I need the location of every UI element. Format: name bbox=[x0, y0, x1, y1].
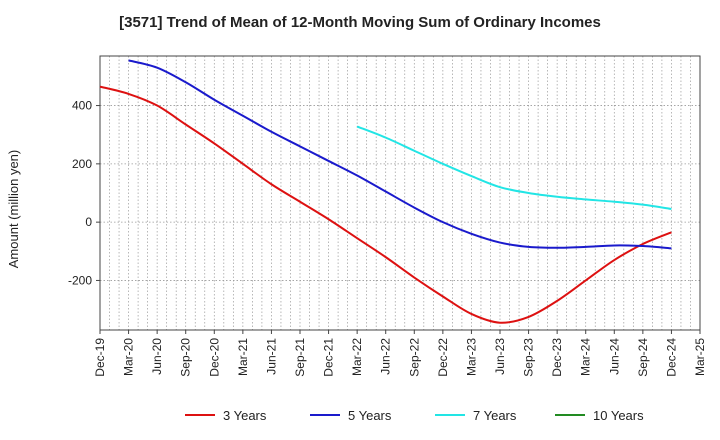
series-lines bbox=[99, 59, 672, 324]
x-tick-label: Sep-23 bbox=[522, 338, 536, 377]
x-tick-label: Dec-24 bbox=[664, 338, 678, 377]
x-tick-label: Mar-24 bbox=[579, 338, 593, 376]
x-tick-label: Mar-22 bbox=[350, 338, 364, 376]
x-tick-label: Mar-21 bbox=[236, 338, 250, 376]
series-line-7-years bbox=[356, 125, 672, 211]
x-tick-label: Sep-20 bbox=[179, 338, 193, 377]
x-tick-label: Jun-20 bbox=[150, 338, 164, 375]
plot-frame bbox=[99, 55, 701, 331]
y-tick-label: 200 bbox=[72, 157, 92, 171]
legend-label-5-years: 5 Years bbox=[348, 408, 392, 423]
x-tick-label: Mar-23 bbox=[464, 338, 478, 376]
series-line-5-years bbox=[128, 59, 672, 250]
x-tick-label: Sep-21 bbox=[293, 338, 307, 377]
y-tick-label: 400 bbox=[72, 99, 92, 113]
x-tick-label: Dec-23 bbox=[550, 338, 564, 377]
x-tick-label: Jun-23 bbox=[493, 338, 507, 375]
x-tick-label: Sep-22 bbox=[407, 338, 421, 377]
legend: 3 Years 5 Years 7 Years 10 Years bbox=[185, 408, 644, 423]
x-tick-label: Mar-20 bbox=[122, 338, 136, 376]
x-tick-label: Jun-24 bbox=[607, 338, 621, 375]
x-tick-label: Sep-24 bbox=[636, 338, 650, 377]
x-axis-ticks: Dec-19 Mar-20 Jun-20 Sep-20 Dec-20 Mar-21 Jun-… bbox=[93, 330, 707, 377]
grid bbox=[100, 56, 700, 330]
x-tick-label: Jun-21 bbox=[264, 338, 278, 375]
series-line-3-years bbox=[99, 85, 672, 324]
x-tick-label: Dec-21 bbox=[322, 338, 336, 377]
legend-label-10-years: 10 Years bbox=[593, 408, 644, 423]
x-tick-label: Dec-22 bbox=[436, 338, 450, 377]
x-tick-label: Dec-19 bbox=[93, 338, 107, 377]
y-axis-ticks: 400 200 0 -200 bbox=[68, 99, 100, 287]
x-tick-label: Jun-22 bbox=[379, 338, 393, 375]
legend-label-7-years: 7 Years bbox=[473, 408, 517, 423]
x-tick-label: Mar-25 bbox=[693, 338, 707, 376]
chart-title: [3571] Trend of Mean of 12-Month Moving … bbox=[119, 14, 601, 31]
y-tick-label: 0 bbox=[85, 215, 92, 229]
legend-label-3-years: 3 Years bbox=[223, 408, 267, 423]
y-tick-label: -200 bbox=[68, 273, 92, 287]
y-axis-label: Amount (million yen) bbox=[6, 150, 21, 269]
x-tick-label: Dec-20 bbox=[207, 338, 221, 377]
